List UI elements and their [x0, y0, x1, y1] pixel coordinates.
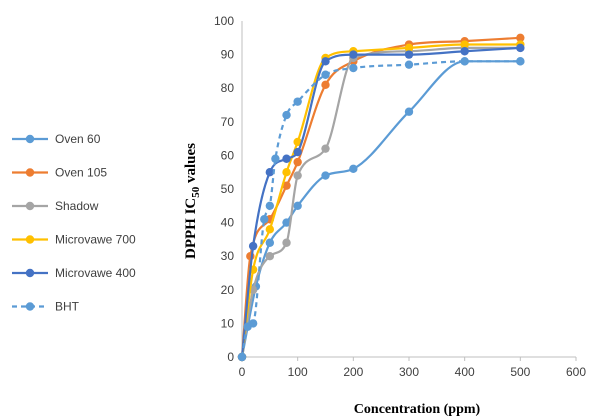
- data-point-microvawe-400: [293, 147, 302, 157]
- data-point-microvawe-400: [404, 50, 414, 59]
- y-axis-title-prefix: DPPH IC: [183, 198, 199, 259]
- data-point-bht: [237, 352, 247, 362]
- data-point-microvawe-700: [265, 225, 275, 234]
- data-point-microvawe-700: [293, 137, 302, 147]
- data-point-bht: [260, 215, 269, 224]
- data-point-oven-105: [516, 33, 525, 42]
- series-oven-105: [237, 33, 525, 362]
- legend-swatch-marker: [25, 302, 35, 311]
- y-tick-label: 10: [221, 316, 235, 330]
- series-group: [237, 33, 525, 362]
- data-point-bht: [271, 154, 280, 163]
- y-tick-label: 90: [221, 48, 235, 62]
- series-line-bht: [240, 60, 521, 358]
- legend-label: Microvawe 700: [55, 233, 136, 247]
- data-point-bht: [282, 110, 291, 120]
- legend-item-microvawe-400: Microvawe 400: [12, 266, 136, 280]
- data-point-oven-60: [265, 238, 275, 247]
- data-point-bht: [516, 57, 525, 66]
- y-tick-label: 60: [221, 148, 235, 162]
- legend-swatch-marker: [25, 268, 35, 278]
- legend-label: Microvawe 400: [55, 266, 136, 280]
- data-point-oven-105: [282, 181, 291, 190]
- data-point-microvawe-400: [460, 47, 469, 56]
- series-line-microvawe-400: [240, 46, 521, 358]
- legend-item-bht: BHT: [12, 300, 80, 314]
- y-axis-title-subscript: 50: [190, 186, 202, 198]
- x-tick-label: 600: [566, 365, 586, 379]
- data-point-bht: [248, 319, 258, 328]
- data-point-bht: [265, 201, 275, 210]
- data-point-shadow: [265, 252, 275, 261]
- data-point-microvawe-400: [516, 43, 525, 53]
- legend-label: BHT: [55, 300, 80, 314]
- series-microvawe-400: [237, 43, 525, 362]
- y-tick-label: 30: [221, 249, 235, 263]
- data-point-oven-60: [321, 171, 330, 180]
- y-tick-label: 0: [227, 350, 234, 364]
- x-axis-title: Concentration (ppm): [354, 402, 481, 417]
- series-line-oven-105: [240, 36, 521, 358]
- data-point-microvawe-400: [321, 57, 330, 66]
- data-point-microvawe-700: [404, 43, 414, 53]
- x-tick-label: 500: [510, 365, 530, 379]
- data-point-oven-60: [349, 164, 358, 174]
- data-point-shadow: [321, 144, 330, 153]
- legend-item-shadow: Shadow: [12, 199, 99, 213]
- series-line-oven-60: [240, 60, 521, 358]
- data-point-oven-105: [321, 80, 330, 90]
- data-point-microvawe-700: [282, 168, 291, 177]
- legend-swatch-marker: [25, 134, 35, 144]
- legend-swatch-marker: [25, 168, 35, 177]
- data-point-microvawe-400: [282, 154, 291, 163]
- legend-item-oven-105: Oven 105: [12, 166, 107, 180]
- y-tick-label: 80: [221, 81, 235, 95]
- series-line-microvawe-700: [240, 43, 521, 358]
- x-tick-label: 100: [288, 365, 308, 379]
- axes: 0 10 20 30 40 50 60 70 80 90 100 0 100 200 300 400 500 60…: [214, 14, 586, 379]
- data-point-shadow: [293, 171, 302, 180]
- data-point-oven-60: [293, 201, 302, 210]
- y-tick-label: 20: [221, 283, 235, 297]
- legend-item-microvawe-700: Microvawe 700: [12, 233, 136, 247]
- data-point-oven-60: [282, 218, 291, 227]
- x-tick-label: 200: [343, 365, 363, 379]
- data-point-oven-105: [293, 157, 302, 167]
- series-oven-60: [237, 57, 525, 362]
- y-tick-label: 50: [221, 182, 235, 196]
- data-point-shadow: [282, 238, 291, 247]
- data-point-microvawe-400: [349, 50, 358, 59]
- data-point-bht: [293, 97, 302, 106]
- data-point-microvawe-400: [248, 241, 258, 251]
- legend-label: Shadow: [55, 199, 99, 213]
- legend-swatch-marker: [25, 201, 35, 211]
- legend-label: Oven 60: [55, 132, 101, 146]
- data-point-microvawe-400: [265, 168, 275, 177]
- series-bht: [237, 57, 525, 362]
- y-axis-title-suffix: values: [183, 143, 199, 187]
- data-point-bht: [460, 57, 469, 66]
- y-tick-label: 100: [214, 14, 234, 28]
- x-tick-label: 400: [455, 365, 475, 379]
- y-axis-title: DPPH IC50 values: [183, 143, 202, 259]
- x-tick-label: 0: [239, 365, 246, 379]
- data-point-oven-60: [404, 107, 414, 116]
- y-tick-label: 40: [221, 216, 235, 230]
- series-shadow: [237, 43, 525, 362]
- series-line-shadow: [240, 46, 521, 358]
- x-tick-label: 300: [399, 365, 419, 379]
- y-tick-label: 70: [221, 115, 235, 129]
- data-point-bht: [404, 60, 414, 69]
- legend-label: Oven 105: [55, 166, 107, 180]
- legend-item-oven-60: Oven 60: [12, 132, 101, 146]
- data-point-bht: [321, 70, 330, 79]
- legend-swatch-marker: [25, 235, 35, 244]
- legend: Oven 60 Oven 105 Shadow Microvawe 700 Microv…: [12, 132, 136, 314]
- data-point-microvawe-700: [460, 40, 469, 49]
- series-microvawe-700: [237, 40, 525, 362]
- data-point-bht: [349, 63, 358, 73]
